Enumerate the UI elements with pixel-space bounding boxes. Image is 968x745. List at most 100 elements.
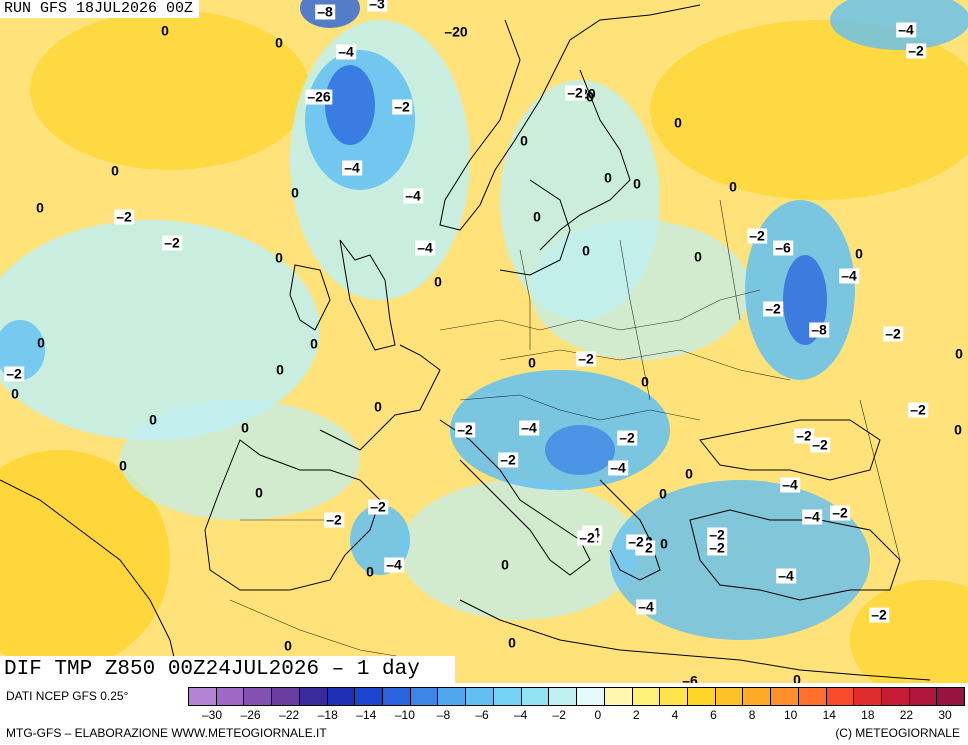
color-swatch	[577, 688, 605, 705]
map-value-label: –2	[498, 451, 518, 468]
color-swatch	[771, 688, 799, 705]
color-swatch	[632, 688, 661, 705]
map-value-label: –2	[883, 325, 903, 342]
color-swatch	[687, 688, 716, 705]
map-value-label: –2	[4, 365, 24, 382]
map-value-label: 0	[434, 273, 442, 290]
map-value-label: –2	[576, 350, 596, 367]
map-value-label: –2	[565, 84, 585, 101]
color-scale-tick-label: 14	[822, 708, 836, 722]
map-value-label: 0	[241, 419, 249, 436]
map-value-label: –20	[444, 23, 468, 40]
credit-left: MTG-GFS – ELABORAZIONE WWW.METEOGIORNALE…	[6, 726, 327, 740]
color-swatch	[327, 688, 356, 705]
map-value-label: 0	[855, 245, 863, 262]
map-value-label: 0	[366, 563, 374, 580]
map-value-label: 0	[291, 184, 299, 201]
color-swatch	[937, 688, 965, 705]
color-swatch	[521, 688, 550, 705]
credit-right: (C) METEOGIORNALE	[835, 726, 960, 740]
color-scale-tick-label: –2	[552, 708, 566, 722]
map-value-label: –2	[763, 300, 783, 317]
color-scale-tick-label: –10	[394, 708, 415, 722]
map-value-label: 0	[685, 465, 693, 482]
map-value-label: 0	[501, 556, 509, 573]
color-swatch	[493, 688, 522, 705]
map-value-label: –2	[455, 421, 475, 438]
temperature-field	[0, 0, 968, 683]
map-value-label: 0	[119, 457, 127, 474]
color-swatch	[743, 688, 772, 705]
map-value-label: –2	[707, 539, 727, 556]
map-value-label: –2	[906, 42, 926, 59]
map-value-label: –8	[315, 3, 335, 20]
cool-zone-poland	[530, 220, 750, 360]
map-value-label: 0	[111, 162, 119, 179]
map-value-label: –2	[794, 427, 814, 444]
color-swatch	[909, 688, 938, 705]
map-value-label: –2	[908, 401, 928, 418]
warm-anomaly-middle-east	[850, 580, 968, 683]
map-value-label: 0	[641, 373, 649, 390]
map-value-label: –4	[336, 43, 356, 60]
map-value-label: –4	[342, 159, 362, 176]
map-value-label: –4	[802, 508, 822, 525]
map-value-label: –26	[305, 88, 333, 105]
map-value-label: 0	[694, 248, 702, 265]
map-value-label: –2	[626, 533, 646, 550]
cool-zone-iberia	[120, 400, 360, 520]
color-scale-bar	[188, 687, 965, 706]
map-value-label: –4	[776, 567, 796, 584]
map-value-label: –2	[577, 529, 597, 546]
map-value-label: 0	[275, 249, 283, 266]
forecast-map: RUN GFS 18JUL2026 00Z 0 –8 –3 0 –4 –20 –…	[0, 0, 968, 683]
map-value-label: –2	[324, 511, 344, 528]
borders	[229, 199, 901, 661]
map-value-label: –4	[415, 239, 435, 256]
color-scale-tick-label: 4	[671, 708, 679, 722]
map-value-label: 0	[276, 361, 284, 378]
map-value-label: 0	[255, 484, 263, 501]
warm-anomaly-africa	[0, 450, 170, 670]
map-value-label: 0	[729, 178, 737, 195]
map-value-label: 0	[149, 411, 157, 428]
map-value-label: 0	[284, 637, 292, 654]
map-value-label: 0	[37, 334, 45, 351]
color-scale-tick-label: –14	[356, 708, 377, 722]
color-swatch	[881, 688, 910, 705]
warm-anomaly-atlantic	[30, 10, 310, 170]
map-value-label: 0	[954, 421, 962, 438]
map-value-label: 0	[275, 34, 283, 51]
color-swatch	[604, 688, 633, 705]
field-label: DIF TMP Z850 00Z24JUL2026 – 1 day	[0, 656, 455, 683]
color-swatch	[826, 688, 855, 705]
map-value-label: 0	[310, 335, 318, 352]
color-swatch	[244, 688, 273, 705]
color-scale-tick-label: 0	[594, 708, 602, 722]
core-balkans	[545, 425, 615, 475]
color-swatch	[216, 688, 245, 705]
map-value-label: 0	[793, 671, 801, 683]
map-value-label: 0	[520, 132, 528, 149]
map-value-label: –3	[367, 0, 387, 12]
map-value-label: 0	[955, 345, 963, 362]
color-swatch	[438, 688, 467, 705]
color-scale-tick-label: –22	[279, 708, 300, 722]
coastlines	[0, 4, 931, 683]
color-swatch	[189, 688, 217, 705]
color-swatch	[299, 688, 328, 705]
color-scale-tick-label: –30	[201, 708, 223, 722]
map-value-label: –6	[682, 672, 698, 683]
map-value-label: –2	[869, 606, 889, 623]
map-value-label: –4	[608, 459, 628, 476]
color-scale-tick-label: –18	[317, 708, 338, 722]
map-value-label: –4	[636, 598, 656, 615]
run-label: RUN GFS 18JUL2026 00Z	[0, 0, 200, 18]
color-scale-tick-label: 30	[938, 708, 952, 722]
color-scale-tick-label: 10	[783, 708, 798, 722]
map-value-label: 0	[374, 398, 382, 415]
data-source-label: DATI NCEP GFS 0.25°	[6, 689, 129, 703]
map-value-label: –4	[896, 21, 916, 38]
color-swatch	[660, 688, 688, 705]
map-value-label: –4	[780, 476, 800, 493]
